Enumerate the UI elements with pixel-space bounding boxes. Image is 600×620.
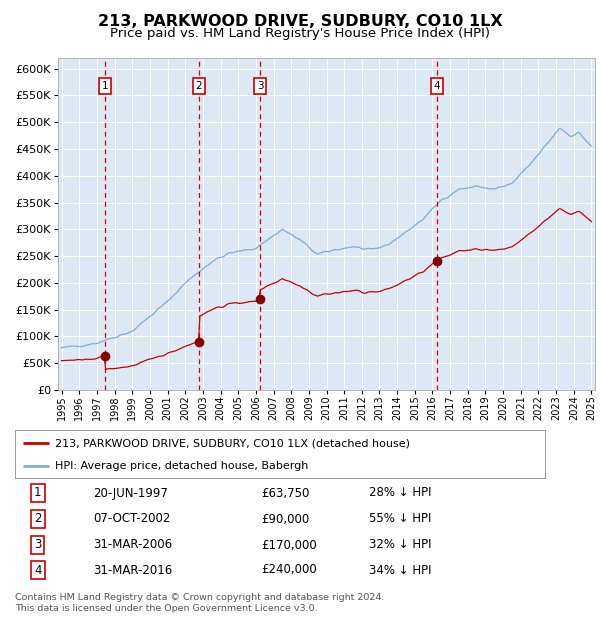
Text: 07-OCT-2002: 07-OCT-2002 xyxy=(93,513,170,526)
Text: 2: 2 xyxy=(34,513,41,526)
Text: 34% ↓ HPI: 34% ↓ HPI xyxy=(369,564,431,577)
Text: 213, PARKWOOD DRIVE, SUDBURY, CO10 1LX (detached house): 213, PARKWOOD DRIVE, SUDBURY, CO10 1LX (… xyxy=(55,438,410,448)
Text: 1: 1 xyxy=(34,487,41,500)
Text: 31-MAR-2006: 31-MAR-2006 xyxy=(93,539,172,552)
Text: 31-MAR-2016: 31-MAR-2016 xyxy=(93,564,172,577)
Text: £63,750: £63,750 xyxy=(261,487,310,500)
Text: 20-JUN-1997: 20-JUN-1997 xyxy=(93,487,168,500)
Text: Contains HM Land Registry data © Crown copyright and database right 2024.
This d: Contains HM Land Registry data © Crown c… xyxy=(15,593,385,613)
Text: 2: 2 xyxy=(196,81,202,91)
Text: 55% ↓ HPI: 55% ↓ HPI xyxy=(369,513,431,526)
Text: 4: 4 xyxy=(34,564,41,577)
Text: 4: 4 xyxy=(434,81,440,91)
Text: 3: 3 xyxy=(257,81,263,91)
Text: 213, PARKWOOD DRIVE, SUDBURY, CO10 1LX: 213, PARKWOOD DRIVE, SUDBURY, CO10 1LX xyxy=(98,14,502,29)
Text: £90,000: £90,000 xyxy=(261,513,309,526)
Text: 32% ↓ HPI: 32% ↓ HPI xyxy=(369,539,431,552)
Text: 1: 1 xyxy=(102,81,109,91)
Text: £170,000: £170,000 xyxy=(261,539,317,552)
Text: £240,000: £240,000 xyxy=(261,564,317,577)
Text: 3: 3 xyxy=(34,539,41,552)
Text: Price paid vs. HM Land Registry's House Price Index (HPI): Price paid vs. HM Land Registry's House … xyxy=(110,27,490,40)
Text: HPI: Average price, detached house, Babergh: HPI: Average price, detached house, Babe… xyxy=(55,461,308,471)
Text: 28% ↓ HPI: 28% ↓ HPI xyxy=(369,487,431,500)
